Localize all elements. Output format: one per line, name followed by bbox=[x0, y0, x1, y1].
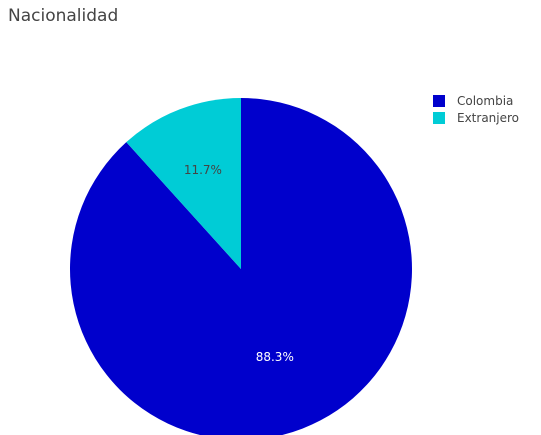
legend: Colombia Extranjero bbox=[433, 92, 519, 126]
slice-extranjero[interactable] bbox=[126, 98, 241, 269]
legend-item-colombia[interactable]: Colombia bbox=[433, 92, 519, 109]
chart-title: Nacionalidad bbox=[8, 6, 119, 26]
slice-label-extranjero: 11.7% bbox=[184, 163, 222, 177]
slice-label-colombia: 88.3% bbox=[256, 350, 294, 364]
legend-item-extranjero[interactable]: Extranjero bbox=[433, 109, 519, 126]
slice-colombia[interactable] bbox=[70, 98, 412, 435]
legend-label-extranjero: Extranjero bbox=[457, 110, 520, 125]
legend-swatch-colombia bbox=[433, 94, 445, 107]
legend-swatch-extranjero bbox=[433, 111, 445, 124]
legend-label-colombia: Colombia bbox=[457, 93, 514, 108]
